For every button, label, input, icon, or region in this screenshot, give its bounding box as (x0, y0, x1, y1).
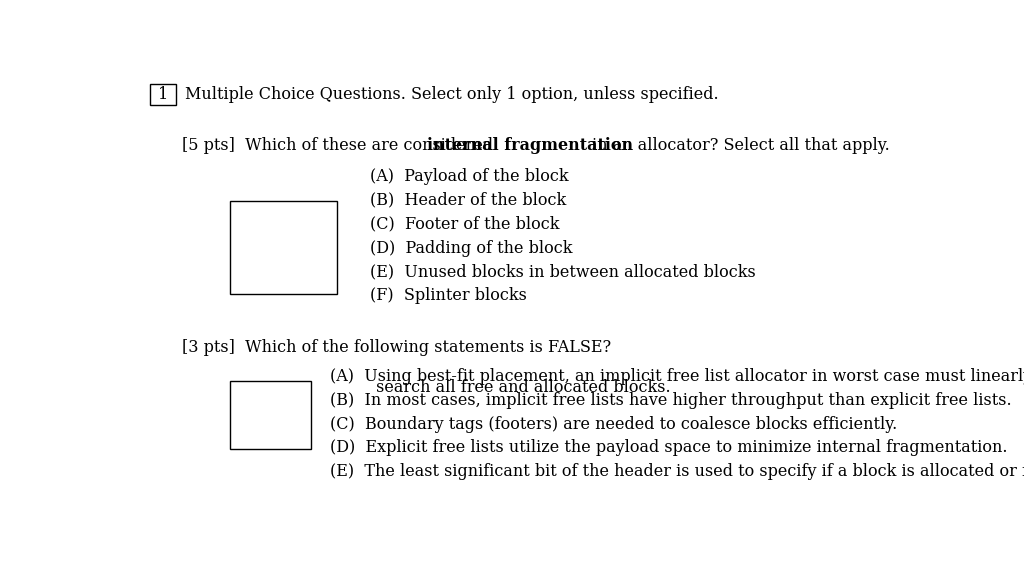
Text: (B)  In most cases, implicit free lists have higher throughput than explicit fre: (B) In most cases, implicit free lists h… (331, 392, 1012, 409)
Text: (C)  Boundary tags (footers) are needed to coalesce blocks efficiently.: (C) Boundary tags (footers) are needed t… (331, 415, 898, 433)
Text: [3 pts]  Which of the following statements is FALSE?: [3 pts] Which of the following statement… (182, 339, 611, 356)
Text: in an allocator? Select all that apply.: in an allocator? Select all that apply. (587, 137, 890, 154)
Text: (D)  Explicit free lists utilize the payload space to minimize internal fragment: (D) Explicit free lists utilize the payl… (331, 439, 1008, 456)
Text: (B)  Header of the block: (B) Header of the block (370, 192, 566, 209)
Text: (E)  Unused blocks in between allocated blocks: (E) Unused blocks in between allocated b… (370, 264, 756, 280)
Text: Multiple Choice Questions. Select only 1 option, unless specified.: Multiple Choice Questions. Select only 1… (185, 86, 719, 103)
Text: search all free and allocated blocks.: search all free and allocated blocks. (331, 379, 671, 397)
Text: 1: 1 (158, 86, 168, 103)
Text: (D)  Padding of the block: (D) Padding of the block (370, 240, 572, 257)
Text: (C)  Footer of the block: (C) Footer of the block (370, 215, 559, 233)
Text: (E)  The least significant bit of the header is used to specify if a block is al: (E) The least significant bit of the hea… (331, 463, 1024, 480)
Text: (A)  Using best-fit placement, an implicit free list allocator in worst case mus: (A) Using best-fit placement, an implici… (331, 368, 1024, 385)
Bar (229, 380, 310, 449)
Bar (151, 84, 176, 105)
Bar (229, 201, 337, 294)
Text: internal fragmentation: internal fragmentation (427, 137, 633, 154)
Text: (A)  Payload of the block: (A) Payload of the block (370, 168, 568, 185)
Text: [5 pts]  Which of these are considered: [5 pts] Which of these are considered (182, 137, 499, 154)
Text: (F)  Splinter blocks: (F) Splinter blocks (370, 287, 527, 304)
